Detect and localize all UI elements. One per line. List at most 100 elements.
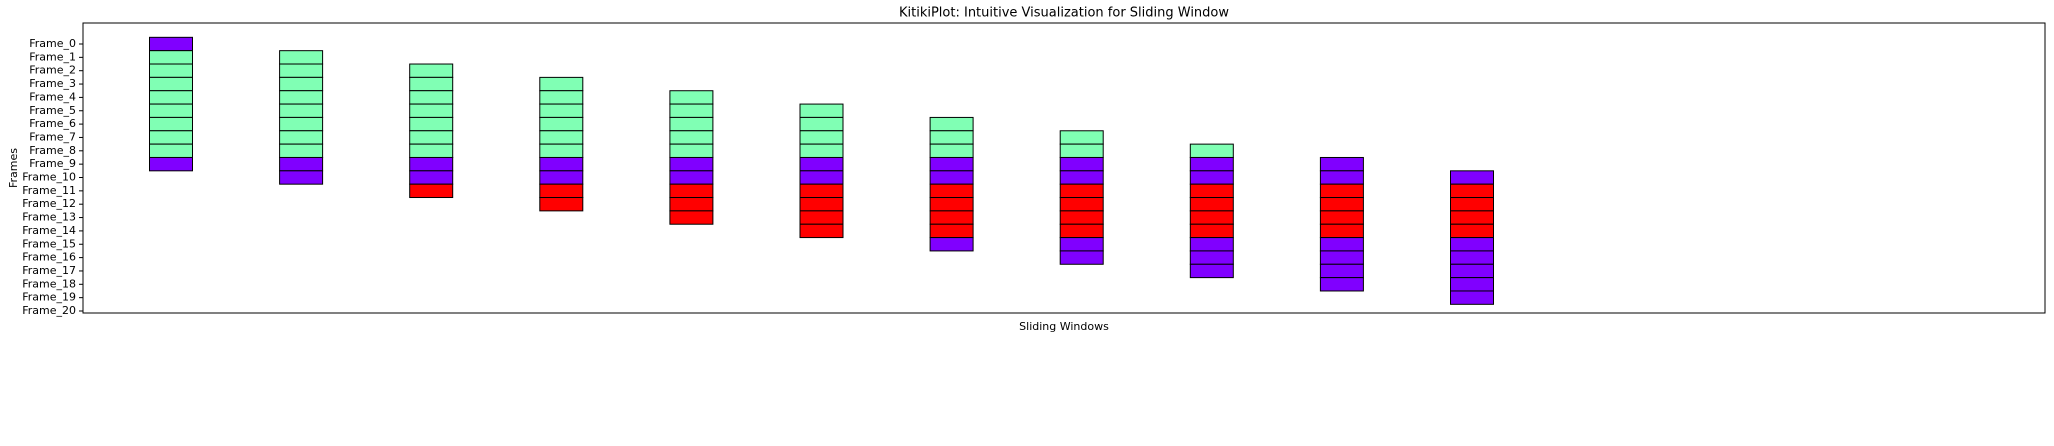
y-tick-label: Frame_5 <box>29 104 76 117</box>
window-cell <box>279 156 324 172</box>
window-cell <box>149 36 193 52</box>
window-cell <box>539 197 584 212</box>
window-cell <box>1189 263 1234 279</box>
window-cell <box>1059 250 1104 265</box>
window-cell <box>1319 223 1364 239</box>
window-cell <box>1189 156 1234 172</box>
window-cell <box>669 116 714 132</box>
window-cell <box>799 170 844 185</box>
window-cell <box>1450 237 1494 252</box>
window-cell <box>149 143 193 158</box>
window-cell <box>1189 170 1234 185</box>
window-cell <box>149 116 193 132</box>
window-cell <box>409 116 454 132</box>
window-cell <box>799 210 844 225</box>
y-tick-label: Frame_3 <box>29 77 76 90</box>
window-cell <box>1450 277 1494 292</box>
window-cell <box>1450 210 1494 225</box>
window-cell <box>149 90 193 105</box>
chart-title: KitikiPlot: Intuitive Visualization for … <box>899 6 1229 21</box>
window-cell <box>279 103 324 118</box>
window-cell <box>799 116 844 132</box>
y-tick-label: Frame_12 <box>22 197 76 210</box>
window-cell <box>539 183 584 199</box>
y-tick-label: Frame_13 <box>22 211 76 224</box>
x-axis-label: Sliding Windows <box>1019 320 1109 333</box>
window-cell <box>409 143 454 158</box>
window-cell <box>1189 197 1234 212</box>
window-cell <box>929 183 974 199</box>
window-cell <box>409 90 454 105</box>
window-cell <box>1059 197 1104 212</box>
y-tick-label: Frame_6 <box>29 117 76 130</box>
window-cell <box>149 103 193 118</box>
window-cell <box>669 103 714 118</box>
window-cell <box>929 197 974 212</box>
window-cell <box>409 183 454 199</box>
window-cell <box>409 130 454 145</box>
window-cell <box>1450 223 1494 239</box>
window-cell <box>1450 250 1494 265</box>
window-cell <box>929 170 974 185</box>
window-cell <box>669 90 714 105</box>
window-cell <box>1059 210 1104 225</box>
window-cell <box>409 170 454 185</box>
window-cell <box>929 210 974 225</box>
window-cell <box>149 50 193 65</box>
window-cell <box>279 143 324 158</box>
window-cell <box>1450 290 1494 305</box>
window-cell <box>1189 210 1234 225</box>
window-cell <box>1319 183 1364 199</box>
window-cell <box>1319 250 1364 265</box>
window-cell <box>799 197 844 212</box>
window-cell <box>279 130 324 145</box>
window-cell <box>669 170 714 185</box>
y-tick-label: Frame_14 <box>22 224 76 237</box>
window-cell <box>539 76 584 92</box>
y-tick-label: Frame_9 <box>29 157 76 170</box>
y-tick-label: Frame_15 <box>22 237 76 250</box>
window-cell <box>1189 250 1234 265</box>
y-tick-label: Frame_10 <box>22 171 76 184</box>
window-cell <box>409 103 454 118</box>
window-cell <box>1450 183 1494 199</box>
window-cell <box>279 170 324 185</box>
window-cell <box>669 130 714 145</box>
y-tick-label: Frame_20 <box>22 304 76 317</box>
window-cell <box>279 76 324 92</box>
window-cell <box>929 116 974 132</box>
window-cell <box>669 210 714 225</box>
window-cell <box>1059 170 1104 185</box>
window-cell <box>409 156 454 172</box>
y-axis-label: Frames <box>7 148 20 188</box>
window-cell <box>409 76 454 92</box>
y-tick-label: Frame_8 <box>29 144 76 157</box>
y-tick-label: Frame_11 <box>22 184 76 197</box>
window-cell <box>799 156 844 172</box>
window-cell <box>1319 277 1364 292</box>
y-tick-label: Frame_2 <box>29 64 76 77</box>
window-cell <box>1319 263 1364 279</box>
window-cell <box>1189 237 1234 252</box>
window-cell <box>1319 210 1364 225</box>
window-cell <box>669 143 714 158</box>
window-cell <box>1059 143 1104 158</box>
window-cell <box>1450 263 1494 279</box>
window-cell <box>539 90 584 105</box>
window-cell <box>929 237 974 252</box>
y-tick-label: Frame_4 <box>29 90 76 103</box>
window-cell <box>1319 170 1364 185</box>
y-tick-label: Frame_19 <box>22 291 76 304</box>
window-cell <box>539 130 584 145</box>
window-cell <box>279 116 324 132</box>
window-cell <box>1319 156 1364 172</box>
window-cell <box>409 63 454 78</box>
window-cell <box>1189 183 1234 199</box>
window-cell <box>929 130 974 145</box>
window-cell <box>1450 170 1494 185</box>
window-cell <box>929 156 974 172</box>
window-cell <box>799 130 844 145</box>
window-cell <box>1189 143 1234 158</box>
